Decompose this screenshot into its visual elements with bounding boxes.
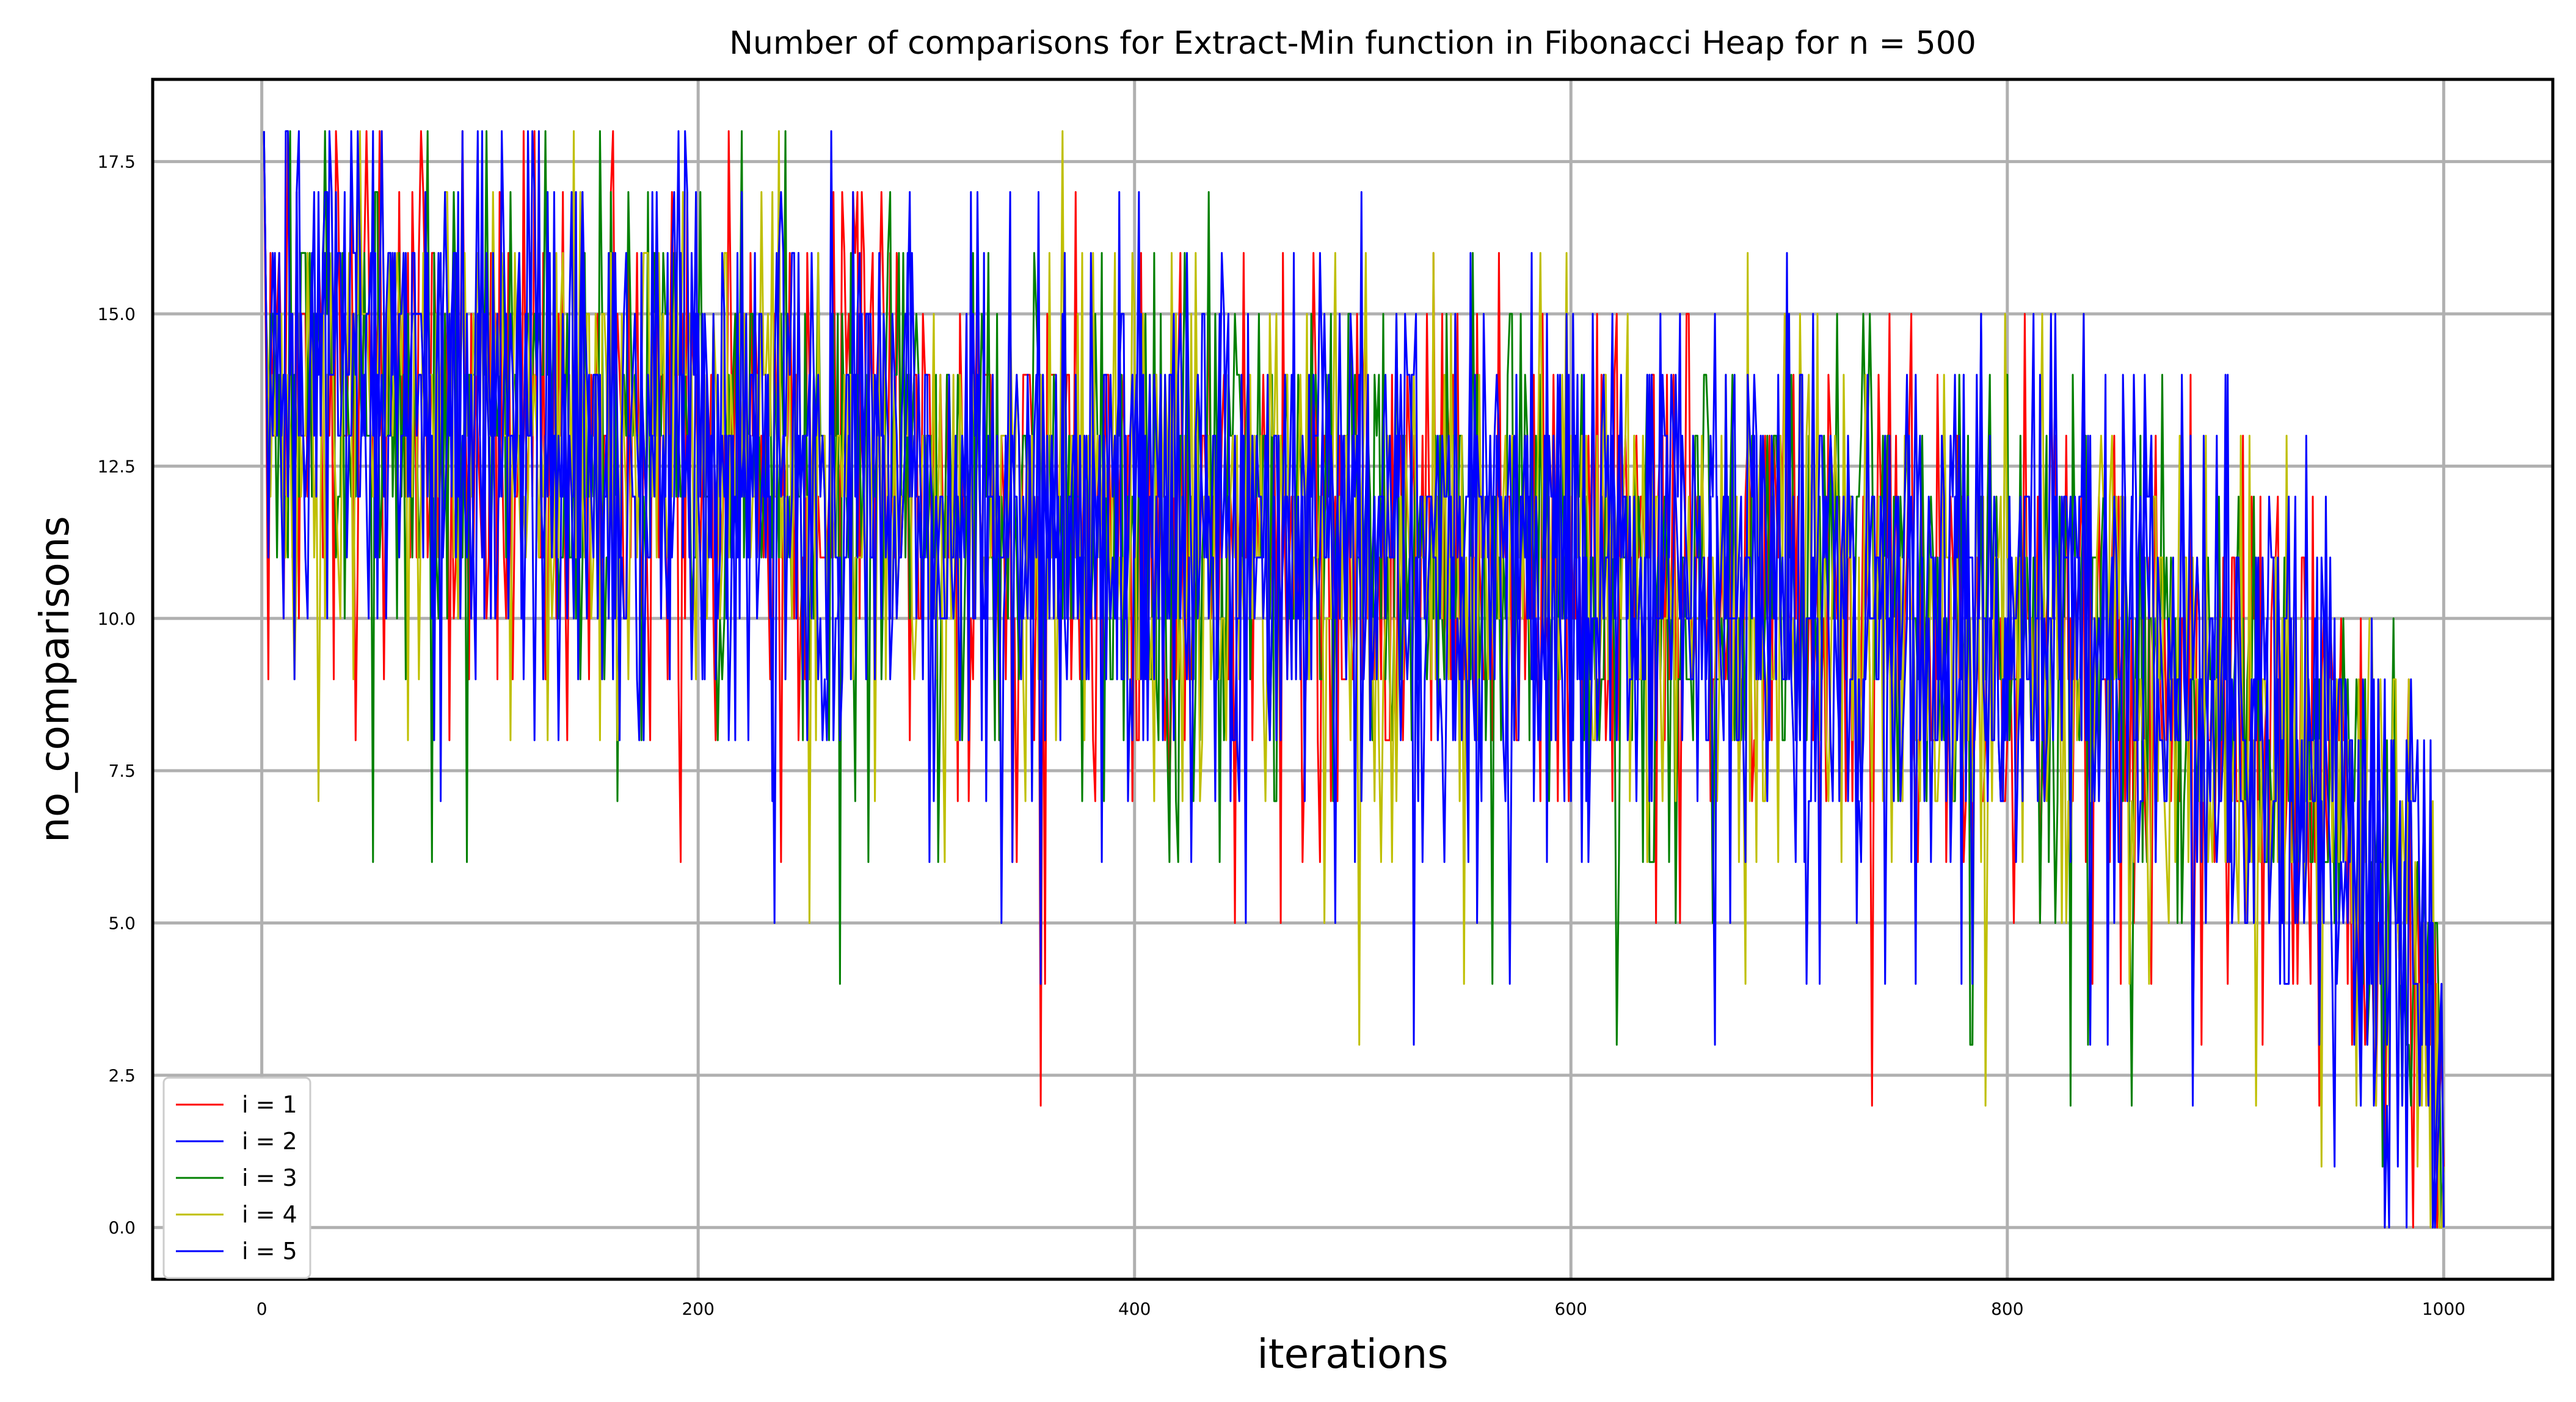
y-tick-label: 10.0 [98,609,136,629]
x-tick-label: 800 [1991,1299,2023,1319]
legend-label: i = 3 [242,1164,297,1191]
legend-label: i = 1 [242,1091,297,1118]
y-tick-label: 12.5 [98,456,136,476]
plot-frame [151,78,2555,1281]
y-axis-title: no_comparisons [31,516,78,843]
x-tick-label: 200 [682,1299,714,1319]
series-line [263,130,2445,1229]
legend-label: i = 2 [242,1128,297,1155]
x-tick-label: 600 [1555,1299,1587,1319]
y-tick-label: 15.0 [98,304,136,324]
y-tick-label: 0.0 [108,1218,136,1238]
legend: i = 1 i = 2 i = 3 i = 4 i = 5 [162,1077,311,1279]
y-tick-label: 7.5 [108,761,136,781]
series-line [263,130,2445,1229]
legend-label: i = 5 [242,1238,297,1265]
x-tick-label: 0 [257,1299,267,1319]
x-axis-title: iterations [1257,1331,1448,1378]
x-tick-label: 400 [1118,1299,1151,1319]
tick-layer: 0 200 400 600 800 1000 0.0 2.5 5.0 7.5 10.0 12.5 15.… [98,152,2465,1319]
y-tick-label: 5.0 [108,913,136,933]
y-tick-label: 17.5 [98,152,136,172]
series-layer [263,130,2445,1229]
legend-label: i = 4 [242,1201,297,1228]
x-tick-label: 1000 [2422,1299,2465,1319]
legend-box [162,1077,311,1279]
chart-title: Number of comparisons for Extract-Min fu… [729,25,1976,62]
y-tick-label: 2.5 [108,1066,136,1086]
